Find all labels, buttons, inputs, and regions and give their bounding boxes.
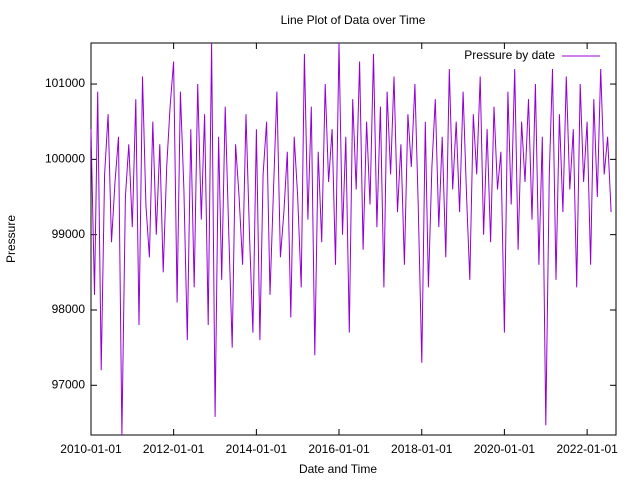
y-axis-label: Pressure [4, 215, 18, 263]
chart-title: Line Plot of Data over Time [281, 13, 426, 27]
x-tick-label: 2016-01-01 [308, 442, 370, 456]
y-tick-label: 97000 [52, 377, 86, 391]
x-tick-label: 2018-01-01 [391, 442, 453, 456]
x-tick-label: 2012-01-01 [143, 442, 205, 456]
y-tick-label: 101000 [45, 76, 85, 90]
x-tick-label: 2010-01-01 [60, 442, 122, 456]
x-axis-label: Date and Time [299, 462, 377, 476]
x-tick-label: 2020-01-01 [474, 442, 536, 456]
data-line [90, 42, 612, 436]
y-tick-label: 100000 [45, 152, 85, 166]
x-tick-label: 2022-01-01 [556, 442, 618, 456]
x-tick-label: 2014-01-01 [226, 442, 288, 456]
plot-frame [90, 42, 617, 436]
y-tick-label: 98000 [52, 302, 86, 316]
legend-label: Pressure by date [464, 48, 555, 62]
y-tick-label: 99000 [52, 227, 86, 241]
